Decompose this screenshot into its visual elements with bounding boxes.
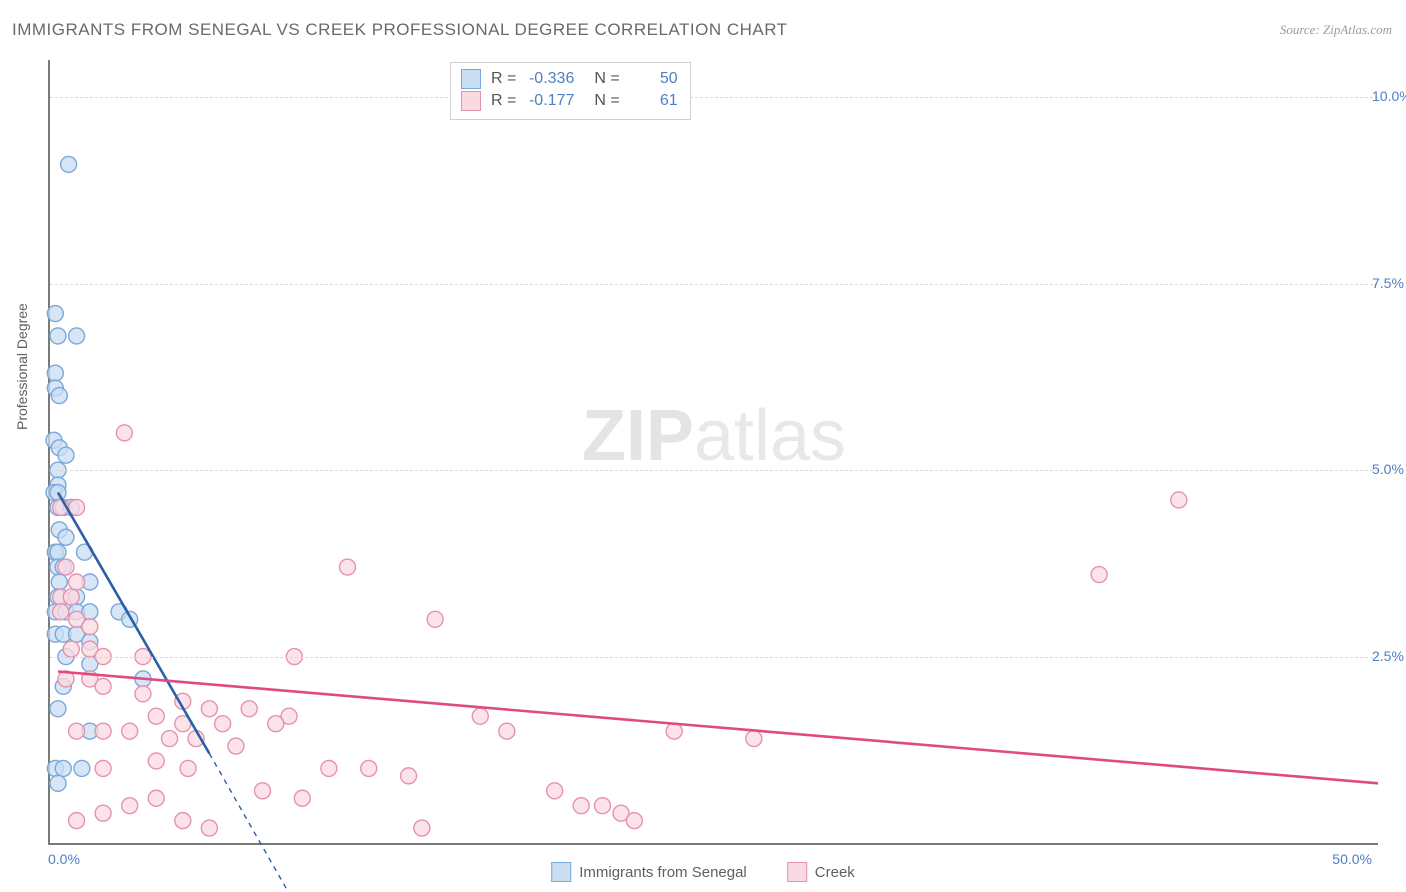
data-point (321, 760, 337, 776)
legend-item: Creek (787, 862, 855, 882)
corr-r-label: R = (491, 70, 516, 88)
corr-n-label: N = (594, 70, 619, 88)
data-point (201, 820, 217, 836)
legend-label: Creek (815, 864, 855, 881)
data-point (361, 760, 377, 776)
legend-swatch (461, 91, 481, 111)
x-tick-label: 50.0% (1332, 851, 1372, 867)
correlation-legend: R = -0.336 N = 50 R = -0.177 N = 61 (450, 62, 691, 120)
corr-r-label: R = (491, 92, 516, 110)
data-point (294, 790, 310, 806)
corr-n-value: 61 (630, 92, 678, 110)
data-point (148, 708, 164, 724)
corr-r-value: -0.336 (526, 70, 574, 88)
data-point (69, 574, 85, 590)
data-point (50, 701, 66, 717)
corr-n-value: 50 (630, 70, 678, 88)
y-tick-label: 10.0% (1372, 88, 1406, 104)
data-point (427, 611, 443, 627)
data-point (50, 328, 66, 344)
data-point (69, 813, 85, 829)
data-point (53, 604, 69, 620)
data-point (175, 813, 191, 829)
y-tick-label: 7.5% (1372, 275, 1404, 291)
series-legend: Immigrants from Senegal Creek (551, 862, 855, 882)
data-point (499, 723, 515, 739)
data-point (746, 731, 762, 747)
data-point (95, 805, 111, 821)
data-point (95, 760, 111, 776)
legend-item: Immigrants from Senegal (551, 862, 747, 882)
data-point (58, 559, 74, 575)
data-point (82, 619, 98, 635)
data-point (268, 716, 284, 732)
data-point (69, 723, 85, 739)
trend-line (58, 671, 1378, 783)
corr-legend-row: R = -0.336 N = 50 (461, 69, 678, 89)
data-point (58, 529, 74, 545)
data-point (122, 798, 138, 814)
data-point (148, 790, 164, 806)
trend-line-extension (209, 754, 315, 892)
data-point (55, 760, 71, 776)
data-point (594, 798, 610, 814)
data-point (573, 798, 589, 814)
legend-swatch (787, 862, 807, 882)
x-tick-label: 0.0% (48, 851, 80, 867)
data-point (50, 544, 66, 560)
data-point (95, 678, 111, 694)
corr-n-label: N = (594, 92, 619, 110)
data-point (116, 425, 132, 441)
data-point (47, 365, 63, 381)
data-point (95, 723, 111, 739)
y-tick-label: 2.5% (1372, 648, 1404, 664)
data-point (58, 447, 74, 463)
plot-svg (50, 60, 1378, 843)
data-point (63, 589, 79, 605)
plot-area: ZIPatlas 2.5%5.0%7.5%10.0%0.0%50.0% (48, 60, 1378, 845)
data-point (148, 753, 164, 769)
y-axis-label: Professional Degree (14, 303, 30, 430)
data-point (1171, 492, 1187, 508)
gridline (50, 97, 1378, 98)
source-attribution: Source: ZipAtlas.com (1280, 22, 1392, 38)
data-point (1091, 567, 1107, 583)
legend-swatch (461, 69, 481, 89)
gridline (50, 470, 1378, 471)
data-point (401, 768, 417, 784)
data-point (63, 641, 79, 657)
data-point (666, 723, 682, 739)
data-point (51, 574, 67, 590)
corr-r-value: -0.177 (526, 92, 574, 110)
data-point (547, 783, 563, 799)
data-point (122, 723, 138, 739)
data-point (61, 156, 77, 172)
data-point (135, 686, 151, 702)
chart-container: IMMIGRANTS FROM SENEGAL VS CREEK PROFESS… (0, 0, 1406, 892)
data-point (74, 760, 90, 776)
legend-swatch (551, 862, 571, 882)
data-point (201, 701, 217, 717)
data-point (50, 775, 66, 791)
chart-title: IMMIGRANTS FROM SENEGAL VS CREEK PROFESS… (12, 20, 788, 40)
data-point (626, 813, 642, 829)
y-tick-label: 5.0% (1372, 461, 1404, 477)
data-point (69, 328, 85, 344)
data-point (51, 388, 67, 404)
data-point (241, 701, 257, 717)
gridline (50, 284, 1378, 285)
data-point (254, 783, 270, 799)
legend-label: Immigrants from Senegal (579, 864, 747, 881)
data-point (215, 716, 231, 732)
corr-legend-row: R = -0.177 N = 61 (461, 91, 678, 111)
data-point (47, 306, 63, 322)
data-point (162, 731, 178, 747)
data-point (339, 559, 355, 575)
data-point (414, 820, 430, 836)
data-point (180, 760, 196, 776)
gridline (50, 657, 1378, 658)
data-point (472, 708, 488, 724)
data-point (228, 738, 244, 754)
